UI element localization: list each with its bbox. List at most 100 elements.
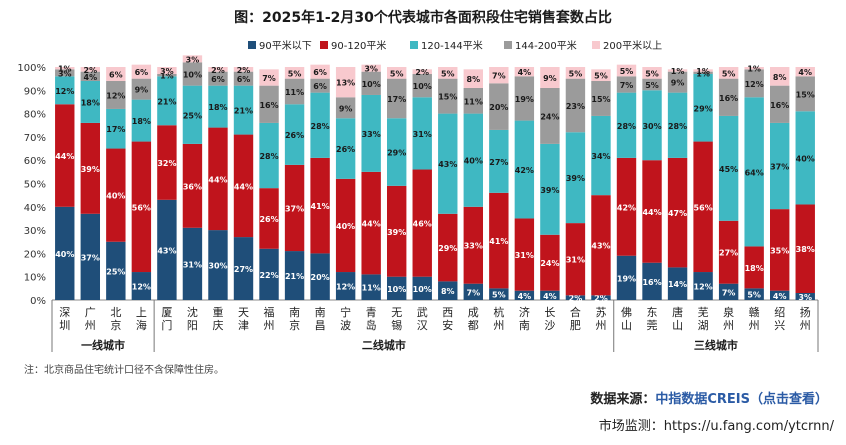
data-label: 40% bbox=[464, 157, 483, 166]
data-label: 43% bbox=[157, 246, 176, 255]
x-tick-label: 南 bbox=[519, 319, 530, 332]
bar-segment bbox=[693, 141, 713, 273]
bar-segment bbox=[386, 78, 407, 119]
x-tick-label: 宁 bbox=[340, 305, 351, 319]
data-label: 7% bbox=[620, 81, 634, 90]
data-label: 43% bbox=[438, 160, 457, 169]
data-label: 12% bbox=[336, 283, 355, 292]
source-link[interactable]: 中指数据CREIS（点击查看） bbox=[655, 392, 828, 407]
bar-segment bbox=[718, 67, 739, 79]
bar-segment bbox=[208, 230, 228, 300]
data-label: 56% bbox=[694, 203, 713, 212]
bar-segment bbox=[259, 188, 279, 249]
bar-segment bbox=[769, 122, 790, 210]
bar-segment bbox=[744, 67, 764, 70]
data-label: 9% bbox=[671, 79, 685, 88]
bar-segment bbox=[233, 85, 254, 135]
bar-segment bbox=[591, 115, 611, 196]
data-label: 24% bbox=[540, 259, 559, 268]
bar-segment bbox=[565, 67, 586, 79]
x-tick-label: 沈 bbox=[187, 305, 198, 319]
x-tick-label: 广 bbox=[85, 306, 96, 319]
data-label: 2% bbox=[569, 294, 583, 303]
data-label: 2% bbox=[84, 66, 98, 75]
x-tick-label: 赣 bbox=[749, 305, 760, 319]
data-label: 3% bbox=[364, 65, 378, 74]
x-tick-label: 波 bbox=[340, 319, 351, 332]
data-label: 5% bbox=[645, 69, 659, 78]
x-tick-label: 汉 bbox=[417, 319, 428, 332]
bar-segment bbox=[540, 290, 560, 300]
data-label: 33% bbox=[464, 242, 483, 251]
data-label: 29% bbox=[694, 104, 713, 113]
x-tick-label: 北 bbox=[110, 306, 121, 319]
bar-segment bbox=[157, 67, 177, 74]
bar-segment bbox=[335, 97, 356, 119]
bar-segment bbox=[463, 283, 484, 300]
bar-segment bbox=[310, 64, 330, 79]
bar-segment bbox=[55, 206, 75, 300]
chart-title: 图：2025年1-2月30个代表城市各面积段住宅销售套数占比 bbox=[234, 9, 612, 26]
chart-legend: 90平米以下 90-120平米 120-144平米 144-200平米 200平米以上 bbox=[248, 39, 662, 52]
data-label: 44% bbox=[642, 208, 661, 217]
x-tick-label: 唐 bbox=[672, 305, 683, 319]
data-label: 17% bbox=[106, 125, 125, 134]
data-label: 12% bbox=[694, 283, 713, 292]
data-label: 18% bbox=[745, 264, 764, 273]
x-tick-label: 海 bbox=[136, 318, 147, 332]
bar-segment bbox=[182, 62, 203, 86]
bar-segment bbox=[157, 199, 177, 300]
data-label: 44% bbox=[362, 220, 381, 229]
bar-segment bbox=[769, 209, 790, 291]
bar-segment bbox=[335, 67, 356, 98]
data-label: 3% bbox=[58, 69, 72, 78]
data-label: 13% bbox=[336, 79, 355, 88]
bar-segment bbox=[540, 143, 560, 235]
x-tick-label: 庆 bbox=[212, 318, 223, 332]
data-label: 16% bbox=[719, 94, 738, 103]
data-label: 3% bbox=[798, 293, 812, 302]
x-axis: 深圳广州北京上海厦门沈阳重庆天津福州南京南昌宁波青岛无锡武汉西安成都杭州济南长沙… bbox=[51, 300, 819, 352]
bar-segment bbox=[514, 67, 535, 77]
bar-segment bbox=[744, 246, 764, 289]
data-label: 12% bbox=[745, 80, 764, 89]
bar-segment bbox=[769, 85, 790, 123]
bar-segment bbox=[233, 67, 254, 72]
data-source[interactable]: 数据来源：中指数据CREIS（点击查看） bbox=[590, 388, 828, 407]
data-label: 40% bbox=[336, 222, 355, 231]
data-label: 6% bbox=[313, 68, 327, 77]
data-label: 2% bbox=[594, 294, 608, 303]
bar-segment bbox=[693, 69, 713, 72]
bar-segment bbox=[106, 80, 126, 109]
data-label: 1% bbox=[747, 65, 761, 74]
data-label: 6% bbox=[211, 75, 225, 84]
bar-segment bbox=[693, 73, 713, 142]
legend-swatch bbox=[320, 41, 328, 49]
x-tick-label: 青 bbox=[366, 306, 377, 319]
bar-segment bbox=[718, 220, 739, 284]
data-label: 41% bbox=[489, 237, 508, 246]
y-tick-label: 80% bbox=[24, 110, 46, 121]
bar-segment bbox=[182, 85, 203, 144]
bar-segment bbox=[80, 71, 101, 81]
y-tick-label: 60% bbox=[24, 156, 46, 167]
x-tick-label: 山 bbox=[621, 319, 632, 332]
data-label: 31% bbox=[515, 251, 534, 260]
bar-segment bbox=[795, 293, 815, 300]
x-tick-label: 扬 bbox=[800, 305, 811, 319]
data-label: 56% bbox=[132, 203, 151, 212]
data-label: 26% bbox=[285, 131, 304, 140]
bar-segment bbox=[208, 85, 228, 128]
market-monitor-link[interactable]: 市场监测：https://u.fang.com/ytcrnn/ bbox=[598, 419, 834, 434]
legend-swatch bbox=[248, 41, 256, 49]
legend-swatch bbox=[504, 41, 512, 49]
data-label: 4% bbox=[798, 68, 812, 77]
data-label: 33% bbox=[362, 130, 381, 139]
data-label: 4% bbox=[518, 292, 532, 301]
bar-segment bbox=[157, 125, 177, 200]
bar-segment bbox=[616, 76, 637, 93]
data-label: 26% bbox=[336, 145, 355, 154]
data-label: 12% bbox=[132, 283, 151, 292]
bar-segment bbox=[642, 67, 662, 79]
bar-segment bbox=[106, 241, 126, 300]
